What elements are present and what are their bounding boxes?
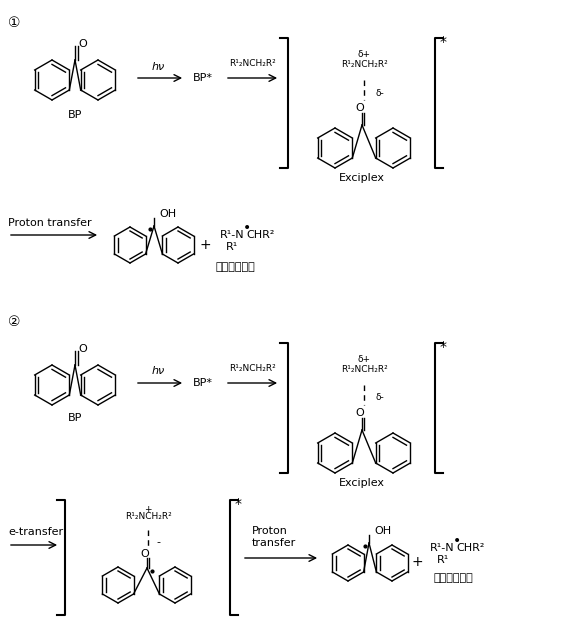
- Text: OH: OH: [159, 209, 176, 219]
- Text: *: *: [235, 497, 242, 511]
- Text: δ-: δ-: [375, 394, 384, 403]
- Text: O: O: [78, 39, 87, 49]
- Text: O: O: [141, 549, 149, 559]
- Text: Proton transfer: Proton transfer: [8, 218, 91, 228]
- Text: R¹₂NCH₂R²: R¹₂NCH₂R²: [341, 365, 387, 374]
- Text: R¹: R¹: [226, 242, 238, 252]
- Text: BP*: BP*: [193, 378, 213, 388]
- Text: ①: ①: [8, 16, 20, 30]
- Text: CHR²: CHR²: [456, 543, 485, 553]
- Text: 活性ラジカル: 活性ラジカル: [215, 262, 255, 272]
- Text: CHR²: CHR²: [246, 230, 274, 240]
- Text: R¹₂NCH₂R²: R¹₂NCH₂R²: [124, 512, 172, 521]
- Text: δ-: δ-: [375, 88, 384, 98]
- Text: R¹₂NCH₂R²: R¹₂NCH₂R²: [229, 364, 275, 373]
- Text: δ+: δ+: [357, 355, 370, 364]
- Text: R¹₂NCH₂R²: R¹₂NCH₂R²: [341, 60, 387, 69]
- Text: OH: OH: [374, 526, 391, 536]
- Text: ②: ②: [8, 315, 20, 329]
- Text: BP: BP: [68, 413, 82, 423]
- Text: Exciplex: Exciplex: [339, 173, 385, 183]
- Text: e-transfer: e-transfer: [8, 527, 63, 537]
- Text: -: -: [156, 537, 160, 547]
- Text: R¹-N: R¹-N: [220, 230, 245, 240]
- Text: +: +: [199, 238, 211, 252]
- Text: δ+: δ+: [357, 50, 370, 59]
- Text: *: *: [440, 35, 447, 49]
- Text: +: +: [411, 555, 423, 569]
- Text: R¹₂NCH₂R²: R¹₂NCH₂R²: [229, 59, 275, 68]
- Text: BP: BP: [68, 110, 82, 120]
- Text: BP*: BP*: [193, 73, 213, 83]
- Text: O: O: [356, 103, 365, 113]
- Text: hν: hν: [152, 366, 165, 376]
- Text: •: •: [243, 221, 251, 235]
- Text: R¹-N: R¹-N: [430, 543, 454, 553]
- Text: 活性ラジカル: 活性ラジカル: [433, 573, 473, 583]
- Text: Proton
transfer: Proton transfer: [252, 527, 296, 548]
- Text: +: +: [144, 505, 152, 514]
- Text: R¹: R¹: [437, 555, 449, 565]
- Text: •: •: [453, 534, 461, 548]
- Text: *: *: [440, 340, 447, 354]
- Text: Exciplex: Exciplex: [339, 478, 385, 488]
- Text: hν: hν: [152, 62, 165, 72]
- Text: O: O: [78, 344, 87, 354]
- Text: O: O: [356, 408, 365, 418]
